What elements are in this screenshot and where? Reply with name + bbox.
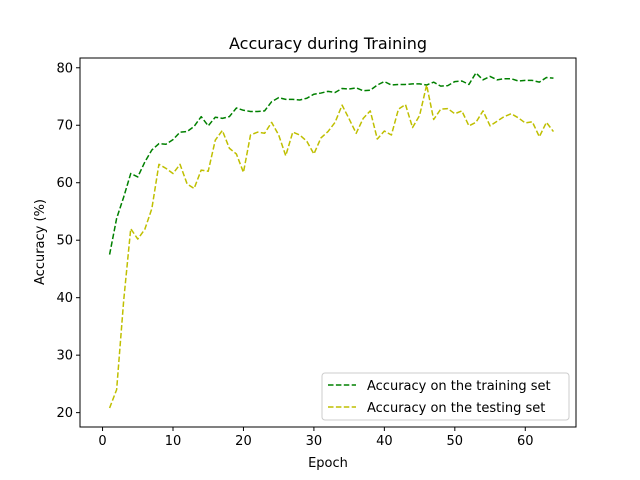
y-tick-label: 50	[56, 234, 73, 249]
legend-box	[321, 372, 570, 421]
x-tick-label: 30	[306, 434, 323, 449]
x-axis-title: Epoch	[308, 456, 348, 471]
chart-title: Accuracy during Training	[229, 34, 427, 53]
y-tick-label: 60	[56, 176, 73, 191]
y-tick-label: 80	[56, 61, 73, 76]
legend: Accuracy on the training set Accuracy on…	[321, 372, 570, 421]
x-tick-label: 20	[235, 434, 252, 449]
plot-frame	[79, 57, 577, 428]
y-tick-label: 30	[56, 349, 73, 364]
y-tick-label: 20	[56, 406, 73, 421]
x-tick-label: 50	[447, 434, 464, 449]
y-axis-title: Accuracy (%)	[33, 199, 48, 285]
y-tick-label: 40	[56, 291, 73, 306]
legend-label-training: Accuracy on the training set	[367, 379, 551, 394]
y-axis-ticks: 20 30 40 50 60 70 80	[56, 61, 80, 421]
x-tick-label: 10	[165, 434, 182, 449]
legend-label-testing: Accuracy on the testing set	[367, 401, 545, 416]
y-tick-label: 70	[56, 119, 73, 134]
x-tick-label: 0	[98, 434, 106, 449]
series-layer	[108, 72, 555, 409]
series-line-testing	[108, 84, 555, 409]
x-tick-label: 60	[517, 434, 534, 449]
x-axis-ticks: 0 10 20 30 40 50 60	[98, 427, 534, 449]
series-line-training	[108, 72, 554, 255]
x-tick-label: 40	[376, 434, 393, 449]
